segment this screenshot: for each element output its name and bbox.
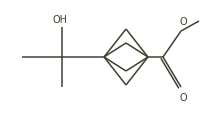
Text: O: O (179, 17, 187, 27)
Text: O: O (179, 92, 187, 102)
Text: OH: OH (52, 15, 68, 25)
